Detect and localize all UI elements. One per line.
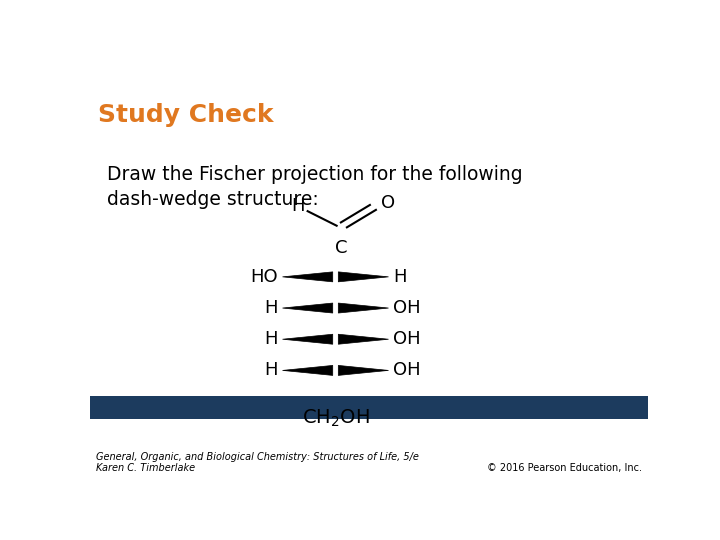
Text: H: H xyxy=(393,268,407,286)
Bar xyxy=(90,396,648,419)
Text: H: H xyxy=(264,361,278,380)
Polygon shape xyxy=(338,303,389,313)
Text: Draw the Fischer projection for the following
dash-wedge structure:: Draw the Fischer projection for the foll… xyxy=(107,165,523,208)
Text: C: C xyxy=(335,239,347,258)
Text: H: H xyxy=(264,299,278,317)
Text: Study Check: Study Check xyxy=(99,103,274,127)
Text: H: H xyxy=(264,330,278,348)
Text: H: H xyxy=(292,197,305,215)
Text: General, Organic, and Biological Chemistry: Structures of Life, 5/e
Karen C. Tim: General, Organic, and Biological Chemist… xyxy=(96,451,418,473)
Polygon shape xyxy=(282,303,333,313)
Text: OH: OH xyxy=(393,361,420,380)
Text: HO: HO xyxy=(251,268,278,286)
Polygon shape xyxy=(338,366,389,375)
Text: OH: OH xyxy=(393,299,420,317)
Polygon shape xyxy=(338,272,389,282)
Polygon shape xyxy=(338,334,389,344)
Text: O: O xyxy=(382,194,395,212)
Text: © 2016 Pearson Education, Inc.: © 2016 Pearson Education, Inc. xyxy=(487,463,642,473)
Polygon shape xyxy=(282,272,333,282)
Polygon shape xyxy=(282,366,333,375)
Text: $\mathregular{CH_2OH}$: $\mathregular{CH_2OH}$ xyxy=(302,408,369,429)
Polygon shape xyxy=(282,334,333,344)
Text: OH: OH xyxy=(393,330,420,348)
